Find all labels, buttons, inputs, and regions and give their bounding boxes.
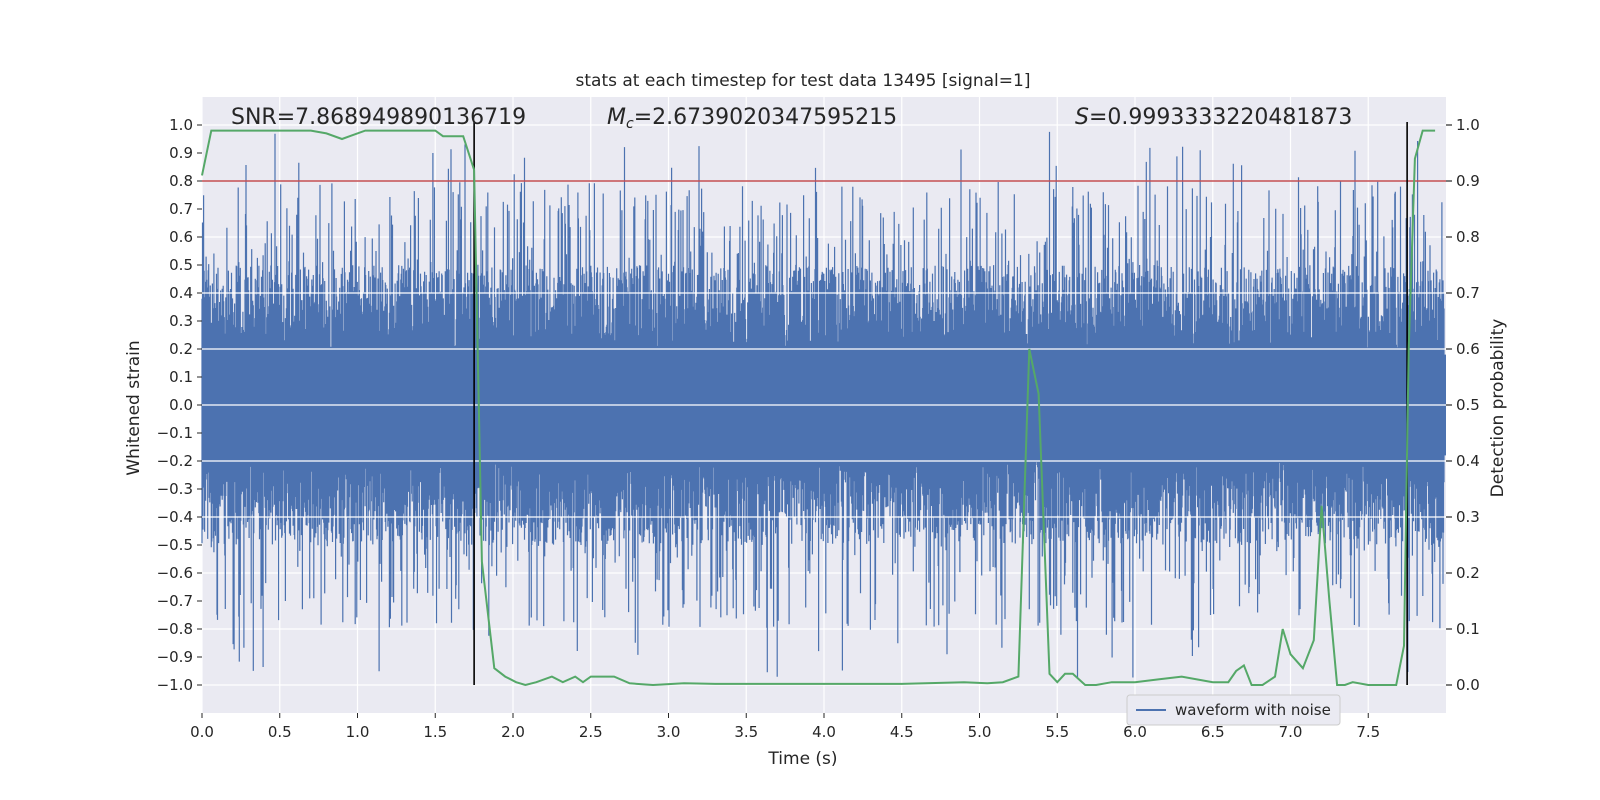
x-tick-label: 5.5 <box>1045 723 1069 741</box>
y2-tick-label: 0.9 <box>1456 172 1480 190</box>
x-tick-label: 2.0 <box>501 723 525 741</box>
y2-axis-label: Detection probability <box>1488 319 1508 498</box>
y2-tick-label: 0.2 <box>1456 564 1480 582</box>
chart-title: stats at each timestep for test data 134… <box>576 71 1031 91</box>
chirp-mass-subscript: c <box>626 116 634 132</box>
y-tick-label: 0.1 <box>169 368 193 386</box>
chirp-mass-symbol: M <box>607 105 626 130</box>
y-tick-label: −0.3 <box>157 480 193 498</box>
y2-tick-label: 0.6 <box>1456 340 1480 358</box>
y-tick-label: −0.2 <box>157 452 193 470</box>
y-tick-label: 0.4 <box>169 284 193 302</box>
y-tick-label: −0.4 <box>157 508 193 526</box>
significance-value: =0.9993333220481873 <box>1089 105 1352 130</box>
x-tick-label: 1.0 <box>346 723 370 741</box>
x-tick-label: 2.5 <box>579 723 603 741</box>
y2-tick-label: 0.3 <box>1456 508 1480 526</box>
significance-annotation: S=0.9993333220481873 <box>1075 105 1352 130</box>
x-tick-label: 7.0 <box>1279 723 1303 741</box>
waveform-series <box>201 131 1446 679</box>
y-tick-label: 0.0 <box>169 396 193 414</box>
x-axis-label: Time (s) <box>767 749 837 769</box>
x-tick-label: 4.5 <box>890 723 914 741</box>
y-axis-right: 1.0 0.9 0.8 0.7 0.6 0.5 0.4 0.3 0.2 0.1 0.0 <box>1446 116 1480 694</box>
chirp-mass-annotation: Mc=2.6739020347595215 <box>607 105 897 132</box>
y-tick-label: −0.6 <box>157 564 193 582</box>
x-tick-label: 6.5 <box>1201 723 1225 741</box>
y2-tick-label: 1.0 <box>1456 116 1480 134</box>
x-tick-label: 4.0 <box>812 723 836 741</box>
y-tick-label: −0.7 <box>157 592 193 610</box>
y-tick-label: 0.8 <box>169 172 193 190</box>
legend-label: waveform with noise <box>1175 701 1331 719</box>
x-tick-label: 3.5 <box>734 723 758 741</box>
x-tick-label: 6.0 <box>1123 723 1147 741</box>
significance-symbol: S <box>1075 105 1089 130</box>
y-tick-label: 1.0 <box>169 116 193 134</box>
y-tick-label: 0.2 <box>169 340 193 358</box>
y-tick-label: −0.9 <box>157 648 193 666</box>
y2-tick-label: 0.1 <box>1456 620 1480 638</box>
legend: waveform with noise <box>1126 694 1341 726</box>
x-tick-label: 3.0 <box>657 723 681 741</box>
y-axis-label: Whitened strain <box>124 340 144 475</box>
y-tick-label: 0.3 <box>169 312 193 330</box>
legend-box <box>1126 694 1341 726</box>
probability-series <box>201 129 1436 687</box>
y-tick-label: −0.1 <box>157 424 193 442</box>
x-axis: 0.0 0.5 1.0 1.5 2.0 2.5 3.0 3.5 4.0 4.5 5.0 5.5 6.0 6… <box>190 713 1380 741</box>
y-tick-label: 0.6 <box>169 228 193 246</box>
y-tick-label: −1.0 <box>157 676 193 694</box>
x-tick-label: 1.5 <box>423 723 447 741</box>
y-tick-label: 0.7 <box>169 200 193 218</box>
y-axis-left: 1.0 0.9 0.8 0.7 0.6 0.5 0.4 0.3 0.2 0.1 0.0 −0.1 −0.… <box>157 116 202 694</box>
x-tick-label: 7.5 <box>1356 723 1380 741</box>
x-tick-label: 0.0 <box>190 723 214 741</box>
y2-tick-label: 0.0 <box>1456 676 1480 694</box>
chirp-mass-value: =2.6739020347595215 <box>634 105 897 130</box>
y-tick-label: 0.9 <box>169 144 193 162</box>
y2-tick-label: 0.7 <box>1456 284 1480 302</box>
y2-tick-label: 0.8 <box>1456 228 1480 246</box>
x-tick-label: 5.0 <box>968 723 992 741</box>
y2-tick-label: 0.4 <box>1456 452 1480 470</box>
y2-tick-label: 0.5 <box>1456 396 1480 414</box>
snr-annotation: SNR=7.868949890136719 <box>231 105 526 130</box>
y-tick-label: 0.5 <box>169 256 193 274</box>
y-tick-label: −0.8 <box>157 620 193 638</box>
y-tick-label: −0.5 <box>157 536 193 554</box>
x-tick-label: 0.5 <box>268 723 292 741</box>
